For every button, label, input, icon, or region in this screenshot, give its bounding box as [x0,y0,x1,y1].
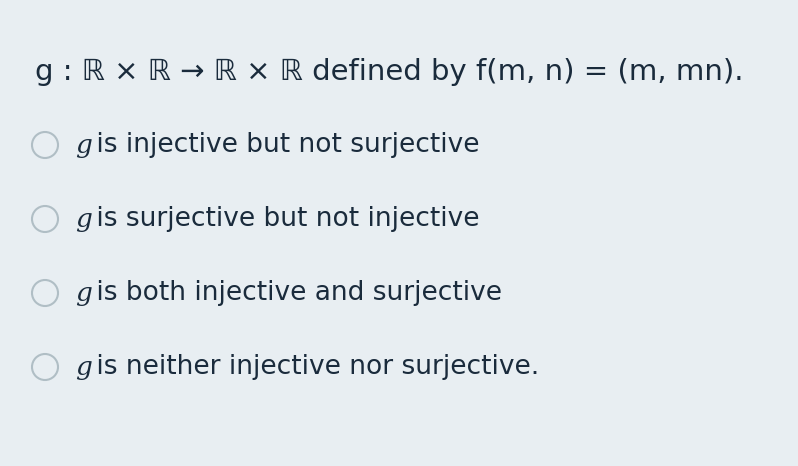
Text: g: g [75,132,92,158]
Text: is both injective and surjective: is both injective and surjective [88,280,502,306]
Text: is injective but not surjective: is injective but not surjective [88,132,480,158]
Circle shape [32,280,58,306]
Text: is surjective but not injective: is surjective but not injective [88,206,480,232]
Text: is neither injective nor surjective.: is neither injective nor surjective. [88,354,539,380]
Text: g: g [75,281,92,306]
Text: g: g [75,206,92,232]
Circle shape [32,354,58,380]
Text: g: g [75,355,92,379]
Circle shape [32,132,58,158]
Circle shape [32,206,58,232]
Text: g : ℝ × ℝ → ℝ × ℝ defined by f(m, n) = (m, mn).: g : ℝ × ℝ → ℝ × ℝ defined by f(m, n) = (… [35,58,744,86]
